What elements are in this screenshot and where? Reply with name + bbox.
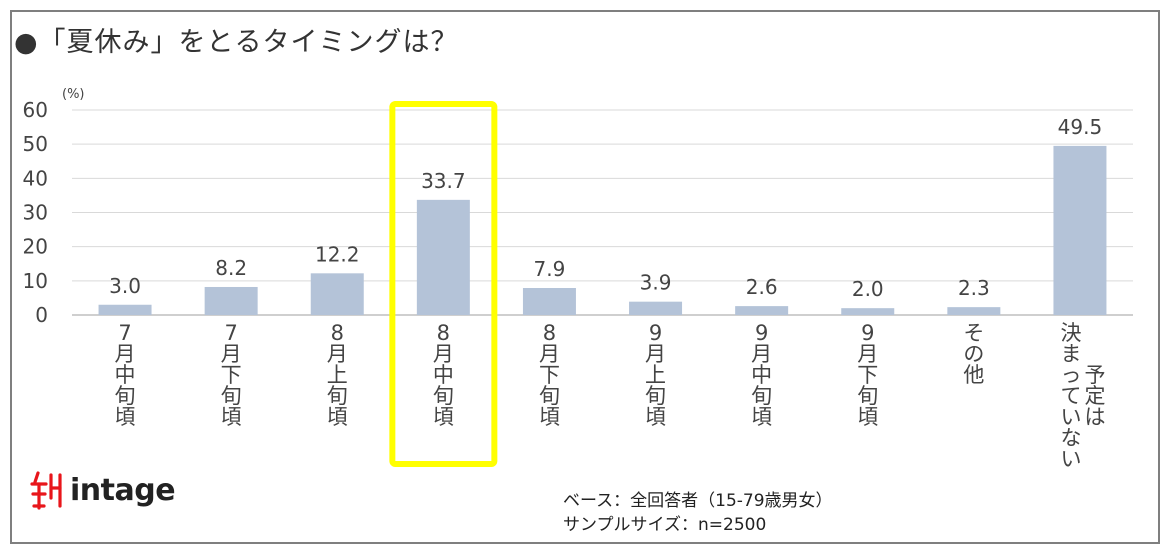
- bar: [416, 199, 470, 315]
- highlight-box: [389, 101, 498, 467]
- bar: [629, 301, 683, 315]
- y-tick-label: 0: [35, 303, 48, 327]
- intage-logo-icon: [30, 471, 62, 510]
- bar: [522, 288, 576, 315]
- data-label: 7.9: [534, 257, 566, 281]
- bar: [310, 273, 364, 315]
- sample-size-note: サンプルサイズ：n=2500: [563, 515, 767, 535]
- bar: [947, 307, 1001, 315]
- chart-frame: [10, 10, 1160, 544]
- y-tick-label: 20: [23, 235, 48, 259]
- category-label: 9 月上旬頃: [645, 321, 666, 429]
- bar: [204, 286, 258, 315]
- base-note: ベース：全回答者（15-79歳男女）: [563, 491, 833, 511]
- category-label: 9 月中旬頃: [751, 321, 772, 429]
- data-label: 12.2: [315, 242, 360, 266]
- category-label: 8 月中旬頃: [433, 321, 454, 429]
- bar: [841, 308, 895, 315]
- bar: [98, 304, 152, 315]
- category-label: 7 月中旬頃: [115, 321, 136, 429]
- bar: [735, 306, 789, 315]
- category-label: 9 月下旬頃: [857, 321, 878, 429]
- data-label: 49.5: [1058, 115, 1103, 139]
- bar: [1053, 145, 1107, 315]
- data-label: 8.2: [215, 256, 247, 280]
- data-label: 2.0: [852, 277, 884, 301]
- y-tick-label: 50: [23, 132, 48, 156]
- y-tick-label: 30: [23, 201, 48, 225]
- logo-wordmark: intage: [70, 472, 176, 508]
- chart-title: ●「夏休み」をとるタイミングは？: [14, 27, 459, 58]
- data-label: 2.3: [958, 276, 990, 300]
- data-label: 3.9: [640, 271, 672, 295]
- y-axis-unit: (%): [62, 87, 85, 102]
- data-label: 3.0: [109, 274, 141, 298]
- y-tick-label: 10: [23, 269, 48, 293]
- category-label: 決まっていない予定は: [1060, 321, 1105, 471]
- category-label: 8 月下旬頃: [539, 321, 560, 429]
- data-label: 33.7: [421, 169, 466, 193]
- category-label: 7 月下旬頃: [221, 321, 242, 429]
- category-label: その他: [963, 321, 984, 387]
- y-tick-label: 40: [23, 166, 48, 190]
- y-tick-label: 60: [23, 98, 48, 122]
- category-label: 8 月上旬頃: [327, 321, 348, 429]
- intage-logo: intage: [30, 470, 176, 510]
- data-label: 2.6: [746, 275, 778, 299]
